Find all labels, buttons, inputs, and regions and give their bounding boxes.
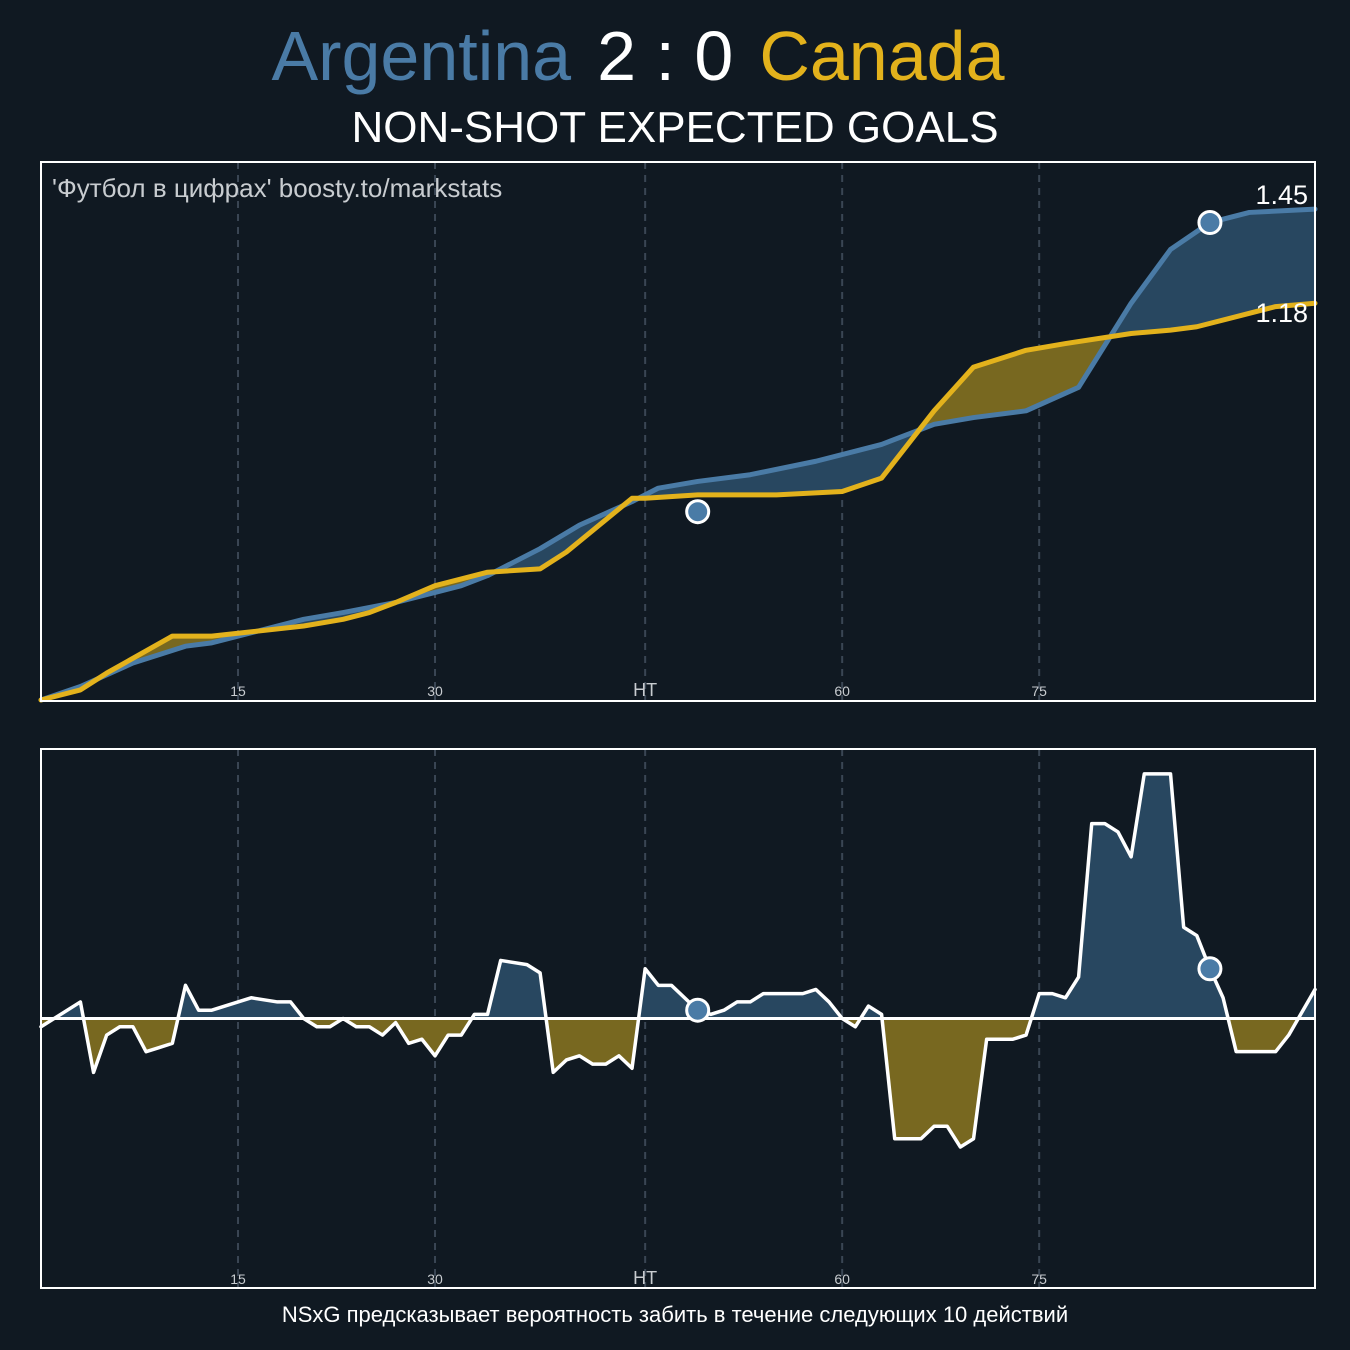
x-tick-label: 75 [1031, 683, 1047, 699]
argentina-positive-area [638, 968, 843, 1019]
argentina-line [38, 206, 1318, 703]
x-tick-label: 60 [834, 1271, 850, 1287]
series-lines [38, 206, 1318, 703]
goal-marker [685, 499, 711, 525]
score: 2 : 0 [597, 17, 733, 95]
goal-markers [685, 956, 1223, 1023]
x-tick-label: 15 [230, 1271, 246, 1287]
goal-marker [1197, 956, 1223, 982]
canada-negative-area [882, 1018, 1032, 1148]
x-tick-label: 15 [230, 683, 246, 699]
canada-end-label: 1.18 [1255, 298, 1308, 328]
watermark: 'Футбол в цифрах' boosty.to/markstats [52, 173, 502, 203]
canada-negative-area [83, 1018, 178, 1073]
x-tick-labels: 15 30 HT 60 75 [230, 680, 1047, 700]
away-team-name: Canada [759, 17, 1004, 95]
x-tick-label: 60 [834, 683, 850, 699]
x-tick-label: HT [633, 1268, 657, 1288]
chart-subtitle: NON-SHOT EXPECTED GOALS [351, 103, 998, 152]
x-tick-label: HT [633, 680, 657, 700]
bottom-panel-frame [40, 748, 1316, 1289]
grid-lines [237, 162, 1041, 700]
canada-lead-area [97, 631, 258, 679]
canada-line [38, 300, 1318, 703]
argentina-positive-area [1031, 773, 1229, 1019]
argentina-lead-area [638, 430, 920, 499]
difference-panel: 15 30 HT 60 75 [39, 748, 1317, 1289]
canada-negative-area [343, 1018, 472, 1056]
cumulative-panel: 15 30 HT 60 75 'Футбол в цифрах' boosty.to/m… [38, 161, 1318, 703]
x-tick-label: 30 [427, 683, 443, 699]
footer-note: NSxG предсказывает вероятность забить в … [282, 1302, 1068, 1327]
goal-marker [685, 997, 711, 1023]
match-title: Argentina 2 : 0 Canada [271, 17, 1004, 95]
home-team-name: Argentina [271, 17, 571, 95]
difference-areas [41, 209, 1315, 700]
goal-markers [685, 210, 1223, 525]
x-tick-labels: 15 30 HT 60 75 [230, 1268, 1047, 1288]
argentina-end-label: 1.45 [1255, 180, 1308, 210]
goal-marker [1197, 210, 1223, 236]
canada-lead-area [919, 336, 1111, 431]
argentina-lead-area [1110, 209, 1315, 337]
difference-areas [41, 773, 1315, 1148]
top-panel-frame [40, 161, 1316, 702]
x-tick-label: 30 [427, 1271, 443, 1287]
argentina-positive-area [860, 1006, 883, 1019]
x-tick-label: 75 [1031, 1271, 1047, 1287]
